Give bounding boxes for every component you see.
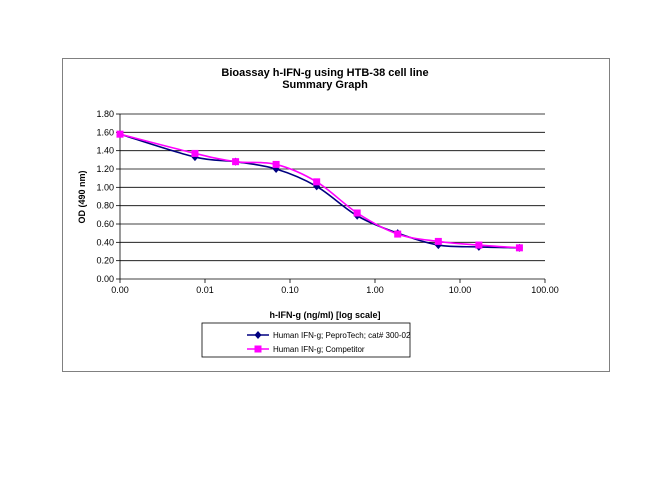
- legend-marker-2: [254, 345, 262, 353]
- x-tick-label: 10.00: [449, 285, 472, 295]
- data-point-series-2: [272, 160, 280, 168]
- y-tick-label: 0.80: [96, 201, 114, 211]
- legend-box: [201, 322, 411, 358]
- x-axis-label: h-IFN-g (ng/ml) [log scale]: [270, 310, 381, 320]
- legend-label-2: Human IFN-g; Competitor: [273, 345, 365, 354]
- y-tick-label: 1.80: [96, 109, 114, 119]
- y-tick-label: 1.00: [96, 182, 114, 192]
- legend-marker-1: [254, 331, 262, 339]
- y-tick-label: 0.60: [96, 219, 114, 229]
- series-line-1: [119, 133, 520, 249]
- y-axis-label: OD (490 nm): [77, 170, 87, 223]
- data-point-series-2: [313, 178, 321, 186]
- x-tick-label: 0.00: [111, 285, 129, 295]
- data-point-series-2: [116, 130, 124, 138]
- series-line-2: [119, 133, 520, 249]
- data-point-series-2: [515, 244, 523, 252]
- legend-label-1: Human IFN-g; PeproTech; cat# 300-02: [273, 331, 411, 340]
- y-tick-label: 0.40: [96, 237, 114, 247]
- y-tick-label: 1.60: [96, 127, 114, 137]
- y-tick-label: 1.40: [96, 146, 114, 156]
- data-point-series-2: [191, 149, 199, 157]
- data-point-series-2: [394, 230, 402, 238]
- x-tick-label: 1.00: [366, 285, 384, 295]
- y-tick-label: 0.20: [96, 256, 114, 266]
- data-point-series-2: [434, 237, 442, 245]
- y-tick-label: 1.20: [96, 164, 114, 174]
- y-tick-label: 0.00: [96, 274, 114, 284]
- data-point-series-2: [475, 241, 483, 249]
- x-tick-label: 0.01: [196, 285, 214, 295]
- data-point-series-2: [232, 158, 240, 166]
- data-point-series-2: [353, 209, 361, 217]
- x-tick-label: 100.00: [531, 285, 559, 295]
- chart-title: Bioassay h-IFN-g using HTB-38 cell line: [221, 67, 428, 79]
- chart-frame: [62, 58, 610, 372]
- x-tick-label: 0.10: [281, 285, 299, 295]
- chart-subtitle: Summary Graph: [282, 79, 368, 91]
